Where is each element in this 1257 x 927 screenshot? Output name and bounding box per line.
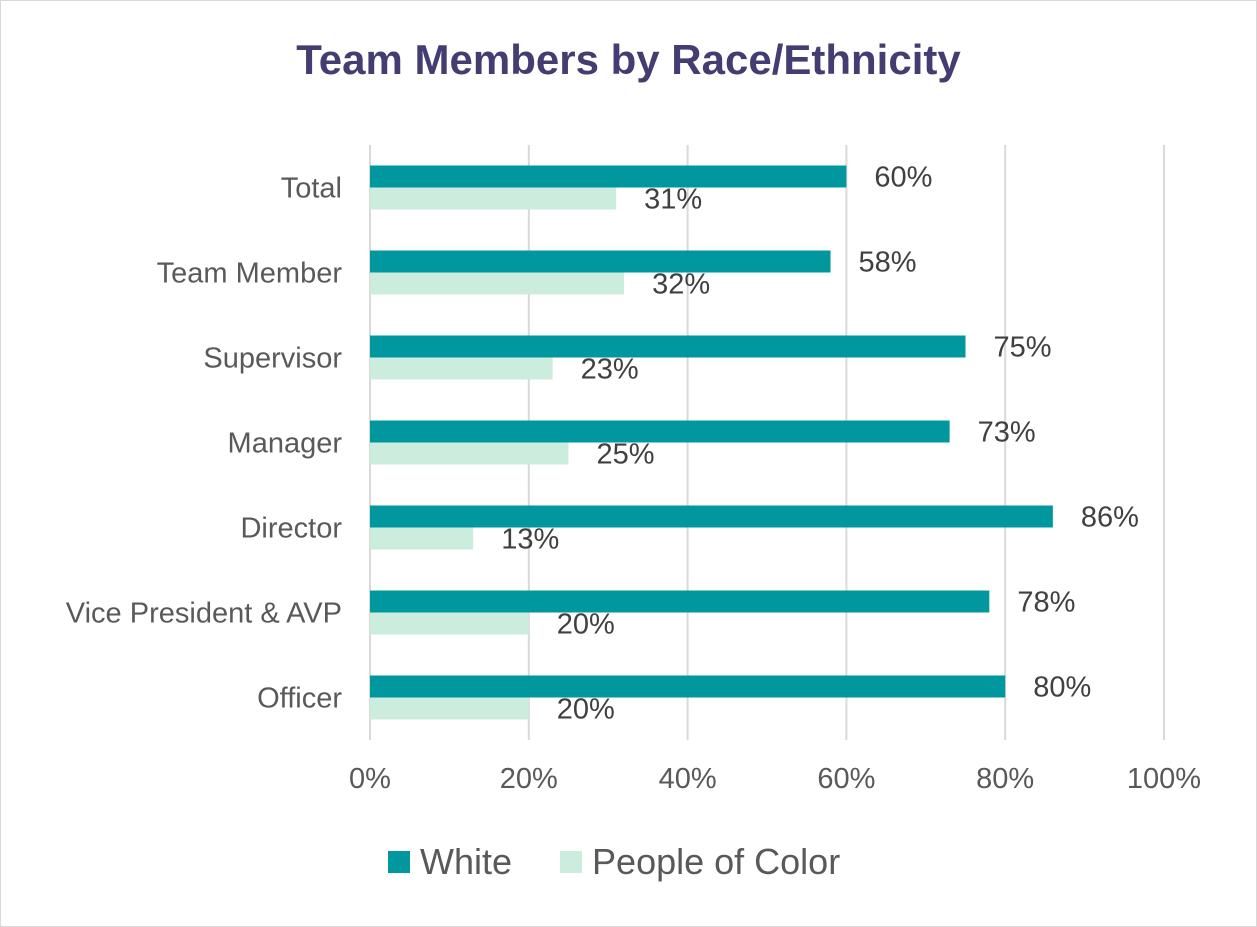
bar-people-of-color [370, 187, 617, 210]
data-label: 13% [501, 524, 559, 556]
x-tick-label: 60% [817, 763, 875, 795]
x-tick-label: 40% [659, 763, 717, 795]
data-label: 20% [557, 694, 615, 726]
data-label: 32% [652, 269, 710, 301]
bar-people-of-color [370, 357, 553, 380]
bar-white [370, 165, 847, 188]
data-labels: 60% 31% 58% 32% 75% 23% 73% 25% 86% 13% 78% 20% 80% 2… [501, 162, 1139, 726]
data-label: 80% [1033, 672, 1091, 704]
legend-label: White [420, 841, 512, 882]
data-label: 73% [978, 417, 1036, 449]
data-label: 86% [1081, 502, 1139, 534]
x-tick-label: 100% [1127, 763, 1201, 795]
data-label: 60% [874, 162, 932, 194]
category-label: Team Member [157, 258, 343, 290]
bar-people-of-color [370, 612, 529, 635]
legend: White People of Color [388, 841, 840, 882]
x-tick-label: 0% [349, 763, 391, 795]
chart-title: Team Members by Race/Ethnicity [296, 36, 961, 83]
legend-swatch [388, 851, 410, 873]
data-label: 75% [994, 332, 1052, 364]
legend-swatch [560, 851, 583, 873]
data-label: 58% [859, 247, 917, 279]
data-label: 78% [1017, 587, 1075, 619]
x-tick-label: 80% [976, 763, 1034, 795]
category-labels: Total Team Member Supervisor Manager Directo… [66, 173, 343, 715]
data-label: 25% [597, 439, 655, 471]
category-label: Officer [257, 683, 342, 715]
category-label: Director [240, 513, 342, 545]
data-label: 20% [557, 609, 615, 641]
category-label: Supervisor [203, 343, 342, 375]
bar-white [370, 335, 966, 358]
category-label: Vice President & AVP [66, 598, 342, 630]
category-label: Total [281, 173, 342, 205]
legend-label: People of Color [592, 841, 840, 882]
bar-white [370, 505, 1053, 528]
x-tick-label: 20% [500, 763, 558, 795]
data-label: 23% [581, 354, 639, 386]
bar-white [370, 675, 1006, 698]
bars [370, 165, 1053, 720]
bar-white [370, 420, 950, 443]
bar-white [370, 250, 831, 273]
bar-people-of-color [370, 272, 625, 295]
bar-white [370, 590, 990, 613]
bar-people-of-color [370, 697, 529, 720]
bar-people-of-color [370, 527, 474, 550]
data-label: 31% [644, 184, 702, 216]
x-tick-labels: 0% 20% 40% 60% 80% 100% [349, 763, 1201, 795]
category-label: Manager [228, 428, 343, 460]
bar-people-of-color [370, 442, 569, 465]
